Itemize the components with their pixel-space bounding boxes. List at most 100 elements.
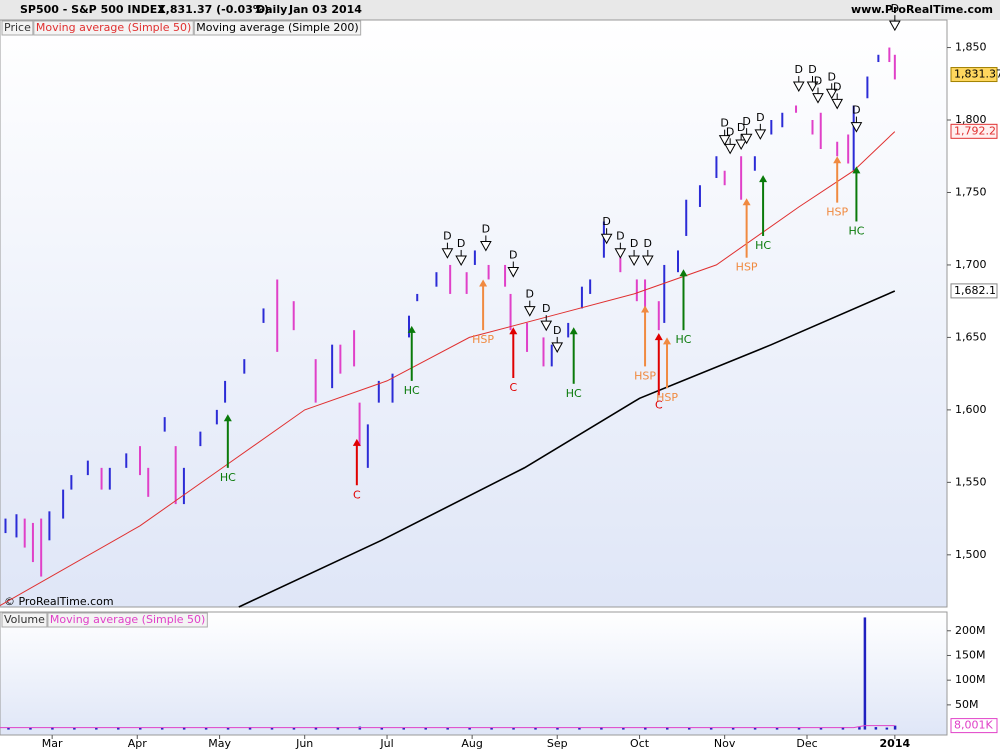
y-tick-label: 1,800 — [955, 113, 987, 126]
arrow-head — [663, 337, 672, 345]
legend-entry: Moving average (Simple 200) — [196, 21, 358, 34]
last-value-label: 1,831.37 — [954, 68, 1000, 81]
volume-bar — [51, 727, 54, 730]
volume-bar — [666, 727, 669, 730]
arrow-head — [407, 325, 416, 333]
signal-label: HSP — [656, 391, 678, 404]
volume-bar — [292, 727, 296, 730]
arrow-head — [479, 279, 488, 287]
volume-bar — [138, 727, 142, 730]
volume-bar — [578, 727, 581, 730]
last-value-box — [950, 283, 998, 299]
arrow-head — [742, 198, 751, 206]
signal-label: HSP — [472, 333, 494, 346]
volume-bar — [446, 727, 449, 730]
marker-label: D — [833, 80, 841, 93]
signal-label: C — [655, 398, 663, 411]
signal-label: HC — [848, 224, 864, 237]
volume-ma — [0, 725, 895, 729]
signal-label: HC — [220, 471, 236, 484]
marker-label: D — [795, 63, 803, 76]
signal-label: HC — [404, 384, 420, 397]
volume-bar — [893, 725, 897, 730]
arrow-head — [569, 327, 578, 335]
y-tick-label: 150M — [955, 648, 986, 661]
quote: 1,831.37 (-0.03%) — [158, 3, 269, 16]
y-tick-label: 200M — [955, 624, 986, 637]
volume-bar — [731, 727, 735, 730]
volume-bar — [512, 727, 515, 730]
x-tick-label: 2014 — [880, 737, 911, 750]
marker-label: D — [482, 222, 490, 235]
volume-bar — [797, 727, 801, 730]
y-tick-label: 100M — [955, 673, 986, 686]
x-tick-label: Aug — [461, 737, 482, 750]
marker-label: D — [891, 2, 899, 15]
marker-label: D — [443, 230, 451, 243]
last-value-box — [950, 67, 998, 83]
arrow-head — [679, 269, 688, 277]
volume-bar — [7, 727, 10, 730]
y-tick-label: 1,550 — [955, 475, 987, 488]
volume-bar — [248, 727, 252, 730]
y-tick-label: 1,700 — [955, 258, 987, 271]
volume-bar — [117, 727, 120, 730]
y-tick-label: 1,650 — [955, 330, 987, 343]
x-tick-label: Nov — [714, 737, 736, 750]
volume-bar — [402, 727, 406, 730]
legend-box — [1, 20, 34, 36]
arrow-head — [509, 327, 518, 335]
volume-bar — [490, 727, 493, 730]
legend-box — [33, 20, 194, 36]
arrow-head — [852, 166, 861, 174]
legend-entry: Moving average (Simple 50) — [36, 21, 191, 34]
copyright: © ProRealTime.com — [4, 595, 114, 608]
marker-label: D — [542, 302, 550, 315]
volume-bar — [182, 727, 186, 730]
y-tick-label: 1,750 — [955, 185, 987, 198]
marker-label: D — [814, 75, 822, 88]
x-tick-label: Apr — [128, 737, 148, 750]
legend-box — [1, 612, 48, 628]
arrow-head — [759, 175, 768, 183]
signal-label: HC — [676, 333, 692, 346]
marker-label: D — [602, 215, 610, 228]
marker-label: D — [737, 121, 745, 134]
volume-bar — [204, 727, 208, 730]
volume-bar — [874, 727, 878, 730]
period: Daily — [256, 3, 287, 16]
marker-label: D — [742, 115, 750, 128]
arrow-head — [223, 414, 232, 422]
x-tick-label: Dec — [796, 737, 817, 750]
volume-bar — [95, 727, 98, 730]
marker-label: D — [644, 237, 652, 250]
volume-bar — [556, 727, 559, 730]
signal-label: C — [353, 488, 361, 501]
marker-label: D — [553, 324, 561, 337]
volume-bar — [160, 727, 164, 730]
x-tick-label: Jun — [295, 737, 313, 750]
legend-entry: Price — [4, 21, 31, 34]
ma-200 — [238, 290, 896, 608]
volume-bar — [775, 727, 779, 730]
x-tick-label: Oct — [630, 737, 650, 750]
volume-bar — [468, 727, 471, 730]
volume-bar — [73, 727, 76, 730]
arrow-head — [641, 305, 650, 313]
volume-bar — [644, 727, 647, 730]
site: www.ProRealTime.com — [851, 3, 993, 16]
last-value-label: 8,001K — [954, 719, 993, 732]
price-panel — [0, 19, 948, 608]
marker-label: D — [827, 70, 835, 83]
x-tick-label: Sep — [547, 737, 568, 750]
marker-label: D — [726, 125, 734, 138]
y-tick-label: 1,500 — [955, 548, 987, 561]
volume-bar — [314, 727, 318, 730]
signal-label: HC — [755, 239, 771, 252]
volume-bar — [534, 727, 537, 730]
volume-bar — [270, 727, 274, 730]
signal-label: C — [509, 381, 517, 394]
marker-label: D — [720, 117, 728, 130]
volume-bar — [885, 727, 889, 730]
volume-bar — [29, 727, 32, 730]
